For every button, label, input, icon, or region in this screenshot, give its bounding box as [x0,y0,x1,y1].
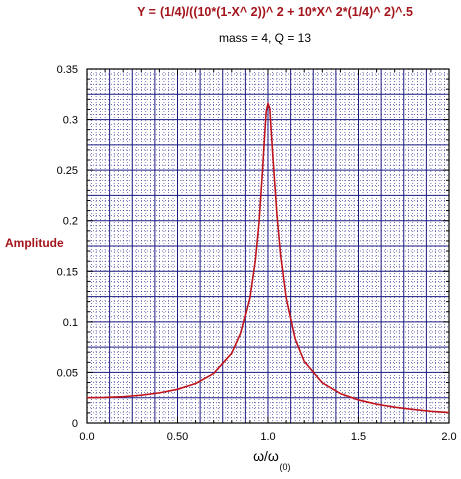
y-tick-label: 0.3 [63,115,78,127]
series-layer [86,102,450,414]
x-tick-label: 2.0 [441,431,456,443]
amplitude-curve [86,102,450,414]
axes [86,68,450,424]
grid [87,69,449,423]
x-tick-label: 1.5 [351,431,366,443]
y-tick-label: 0.25 [57,165,78,177]
tick-labels: 0.0 0.50 1.0 1.5 2.0 0 0.05 0.1 0.15 0.2 0.25 0.3 0.… [57,64,457,443]
y-tick-label: 0.05 [57,367,78,379]
y-tick-label: 0.1 [63,317,78,329]
x-axis-label-subscript: (0) [280,462,291,472]
chart-title: Y = (1/4)/((10*(1-X^ 2))^ 2 + 10*X^ 2*(1/… [137,5,413,19]
x-axis-label-main: ω/ω [253,448,279,464]
chart-subtitle: mass = 4, Q = 13 [219,31,311,45]
y-tick-label: 0.2 [63,216,78,228]
title-formula: (1/4)/((10*(1-X^ 2))^ 2 + 10*X^ 2*(1/4)^… [160,5,413,19]
x-axis-label: ω/ω [253,448,279,464]
title-prefix: Y = [137,5,156,19]
y-axis-label: Amplitude [5,236,64,250]
x-tick-label: 1.0 [260,431,275,443]
y-tick-label: 0.35 [57,64,78,76]
y-tick-label: 0.15 [57,266,78,278]
x-tick-label: 0.50 [167,431,188,443]
x-tick-label: 0.0 [79,431,94,443]
y-tick-label: 0 [72,418,78,430]
